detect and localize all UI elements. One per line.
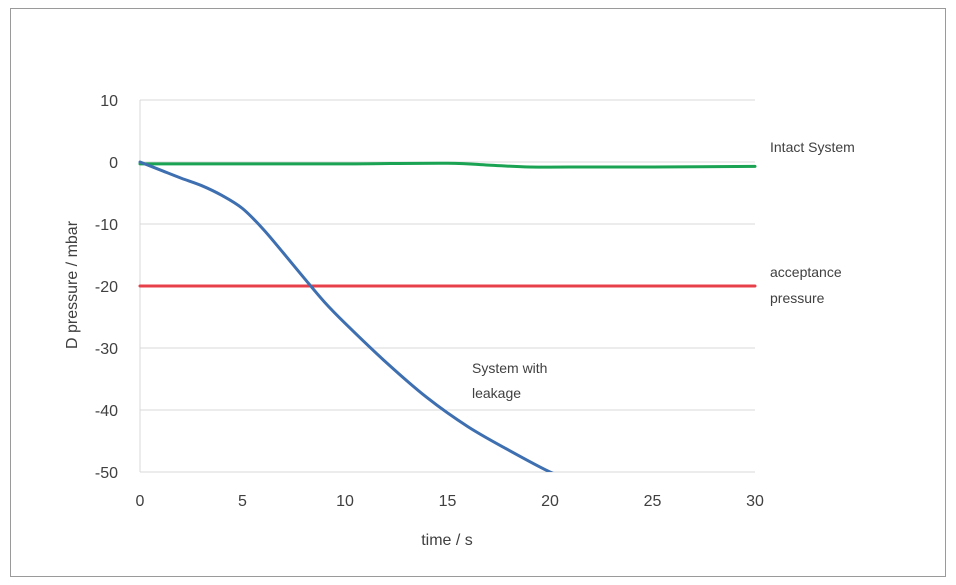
x-tick-label: 15 — [439, 493, 457, 510]
chart-frame — [10, 8, 946, 577]
grid-lines — [139, 99, 755, 473]
y-axis-label: D pressure / mbar — [64, 220, 81, 349]
annotation-leakage: leakage — [472, 385, 521, 401]
annotation-system-with: System with — [472, 360, 547, 376]
y-tick-label: 10 — [100, 93, 118, 110]
series-leakage-line — [138, 160, 554, 472]
annotation-intact-system: Intact System — [770, 139, 855, 155]
y-tick-labels: 10 0 -10 -20 -30 -40 -50 — [95, 93, 118, 482]
x-axis-label: time / s — [421, 532, 473, 549]
y-tick-label: -30 — [95, 341, 118, 358]
y-tick-label: -50 — [95, 465, 118, 482]
y-tick-label: -40 — [95, 403, 118, 420]
annotation-pressure: pressure — [770, 290, 825, 306]
y-tick-label: 0 — [109, 155, 118, 172]
x-tick-labels: 0 5 10 15 20 25 30 — [136, 493, 764, 510]
x-tick-label: 5 — [238, 493, 247, 510]
y-tick-label: -10 — [95, 217, 118, 234]
x-tick-label: 30 — [746, 493, 764, 510]
y-tick-label: -20 — [95, 279, 118, 296]
series-intact-system-line — [138, 161, 757, 169]
x-tick-label: 10 — [336, 493, 354, 510]
x-tick-label: 20 — [541, 493, 559, 510]
series-lines — [138, 160, 757, 472]
annotation-acceptance: acceptance — [770, 264, 842, 280]
x-tick-label: 25 — [644, 493, 662, 510]
x-tick-label: 0 — [136, 493, 145, 510]
